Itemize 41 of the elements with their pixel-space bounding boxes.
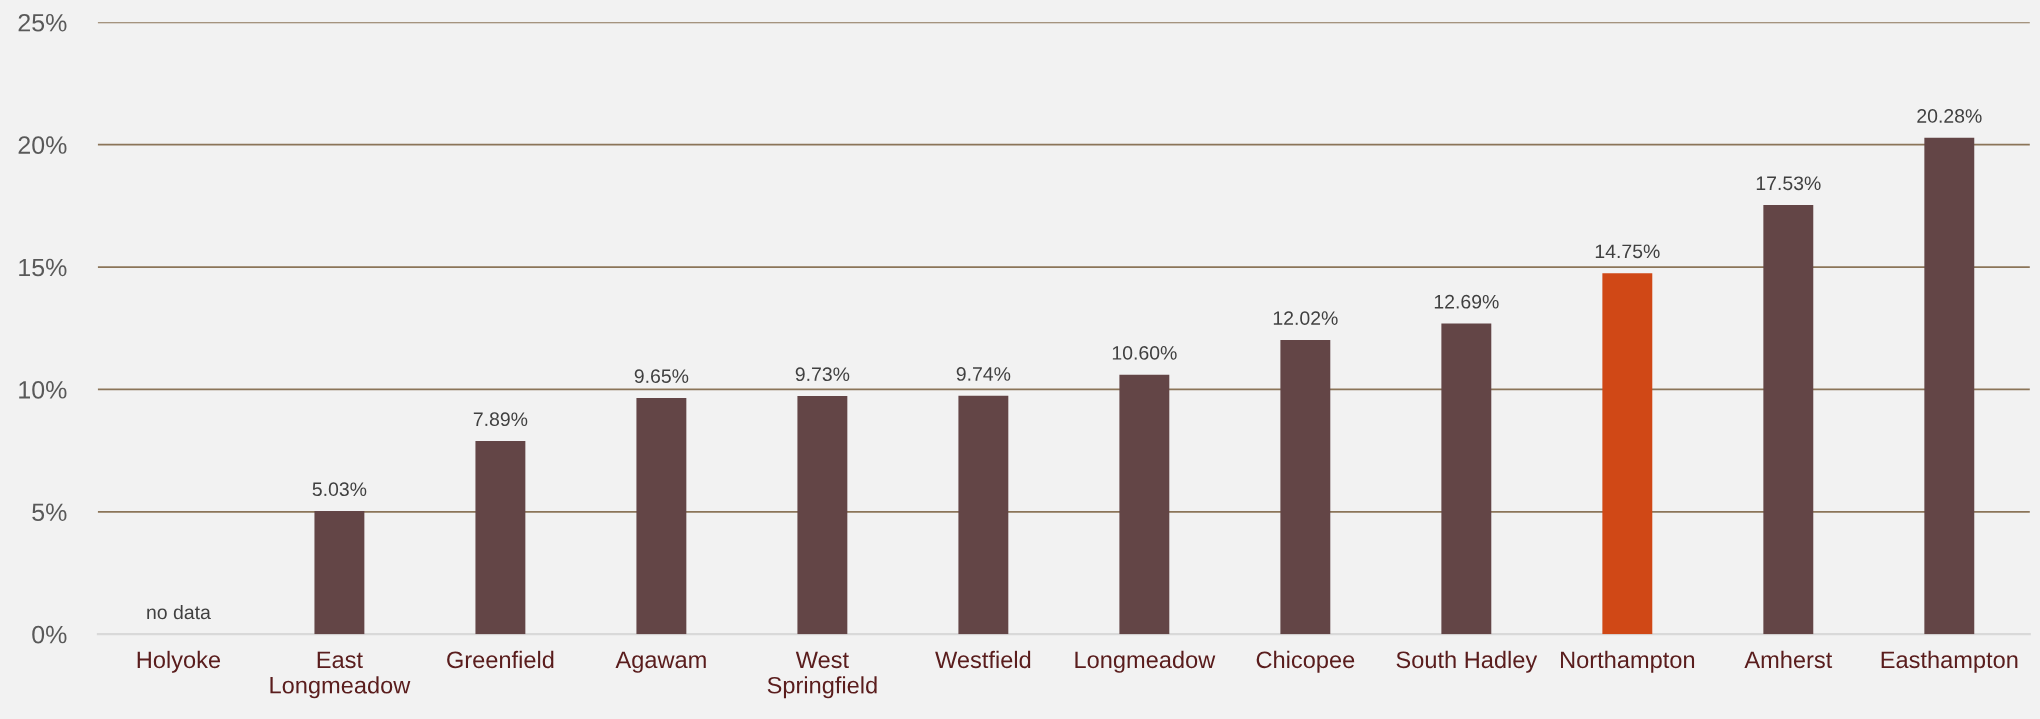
data-label: 7.89% [473, 412, 528, 427]
bar [475, 441, 526, 635]
bar [1924, 137, 1975, 635]
data-label: 9.73% [795, 367, 850, 382]
data-label: 9.74% [956, 367, 1011, 381]
data-label: 17.53% [1756, 176, 1821, 191]
bar [1602, 273, 1653, 635]
bar [314, 511, 365, 635]
bar [958, 395, 1009, 635]
x-tick-label: Chicopee [1256, 650, 1355, 673]
data-label: 5.03% [312, 482, 367, 497]
bar [1280, 339, 1331, 635]
data-label: 14.75% [1595, 244, 1660, 259]
data-label: 9.65% [634, 369, 689, 384]
x-tick-label: Easthampton [1881, 650, 2018, 673]
x-tick-label: East Longmeadow [270, 651, 411, 699]
y-tick-label: 25% [18, 13, 67, 32]
x-tick-label: West Springfield [767, 651, 877, 699]
data-label: 12.69% [1434, 294, 1499, 309]
x-tick-label: South Hadley [1396, 650, 1538, 673]
x-tick-label: Amherst [1744, 650, 1833, 669]
bar [1763, 205, 1814, 635]
x-tick-label: Greenfield [447, 650, 554, 669]
y-tick-label: 0% [32, 625, 67, 644]
y-tick-label: 10% [19, 381, 67, 399]
x-tick-label: Agawam [615, 651, 706, 673]
text: no data [147, 604, 211, 620]
y-tick-label: 5% [32, 503, 67, 522]
x-tick-label: Westfield [935, 650, 1031, 669]
y-tick-label: 20% [18, 136, 67, 154]
x-tick-label: Longmeadow [1075, 650, 1216, 673]
data-label: 10.60% [1112, 346, 1177, 360]
bar [1441, 323, 1492, 635]
bar [1119, 374, 1170, 635]
x-tick-label: Northampton [1561, 650, 1695, 673]
bar [636, 397, 687, 635]
data-label: 12.02% [1273, 311, 1338, 326]
bar [797, 396, 848, 635]
x-tick-label: Holyoke [137, 650, 221, 673]
data-label: 20.28% [1917, 109, 1982, 123]
y-tick-label: 15% [19, 258, 67, 277]
